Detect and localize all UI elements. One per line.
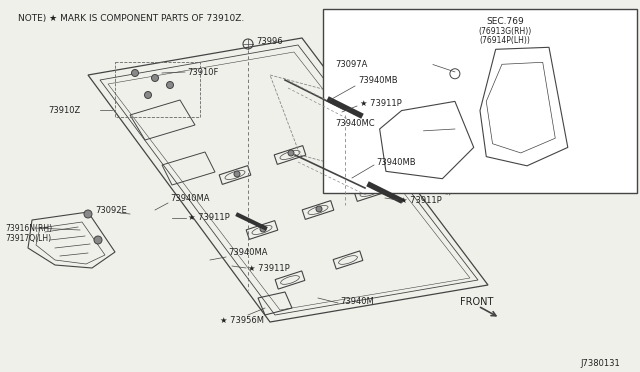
Text: 73940MC: 73940MC	[335, 119, 375, 128]
Text: SEC.769: SEC.769	[486, 17, 524, 26]
Text: 73092E: 73092E	[95, 205, 127, 215]
Circle shape	[131, 70, 138, 77]
Text: J7380131: J7380131	[580, 359, 620, 369]
Text: 73940M: 73940M	[340, 298, 374, 307]
Text: 73940MA: 73940MA	[170, 193, 209, 202]
FancyBboxPatch shape	[323, 9, 637, 193]
Circle shape	[84, 210, 92, 218]
Circle shape	[341, 129, 347, 135]
Text: 73940MA: 73940MA	[228, 247, 268, 257]
Text: 73940MB: 73940MB	[358, 76, 397, 84]
Text: 73940MB: 73940MB	[376, 157, 415, 167]
Text: (76914P(LH)): (76914P(LH))	[479, 36, 531, 45]
Text: 73910F: 73910F	[187, 67, 218, 77]
Circle shape	[234, 171, 240, 177]
Text: FRONT: FRONT	[460, 297, 493, 307]
Text: ★ 73911P: ★ 73911P	[360, 99, 402, 108]
Circle shape	[316, 206, 322, 212]
Text: NOTE) ★ MARK IS COMPONENT PARTS OF 73910Z.: NOTE) ★ MARK IS COMPONENT PARTS OF 73910…	[18, 13, 244, 22]
Circle shape	[260, 226, 266, 232]
Text: 73996: 73996	[256, 36, 283, 45]
Circle shape	[166, 81, 173, 89]
Circle shape	[145, 92, 152, 99]
Text: 73917Q(LH): 73917Q(LH)	[5, 234, 51, 243]
Circle shape	[369, 187, 375, 193]
Text: ★ 73911P: ★ 73911P	[400, 196, 442, 205]
Text: (76913G(RH)): (76913G(RH))	[479, 27, 532, 36]
Circle shape	[94, 236, 102, 244]
Text: ★ 73956M: ★ 73956M	[220, 315, 264, 324]
Text: 73097A: 73097A	[335, 60, 367, 69]
Circle shape	[288, 150, 294, 156]
Circle shape	[152, 74, 159, 81]
Text: 73916N(RH): 73916N(RH)	[5, 224, 52, 232]
Text: ★ 73911P: ★ 73911P	[188, 212, 230, 221]
Text: ★ 73911P: ★ 73911P	[248, 263, 290, 273]
Text: 73910Z: 73910Z	[48, 106, 80, 115]
